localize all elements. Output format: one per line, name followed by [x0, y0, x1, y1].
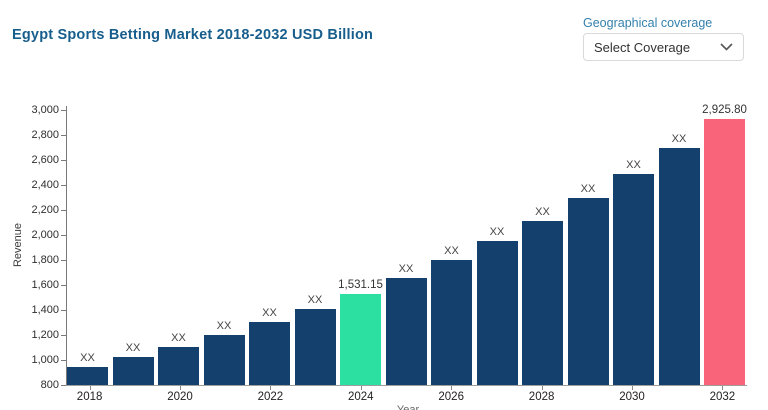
- y-tick-label: 1,400: [31, 304, 59, 316]
- bar-value-label-2029: XX: [580, 183, 596, 196]
- bar-2022[interactable]: [249, 322, 290, 385]
- x-tick-mark: [89, 386, 91, 390]
- y-tick-label: 2,400: [31, 179, 59, 191]
- bar-column-2022: XX: [249, 110, 290, 385]
- bar-value-label-2018: XX: [80, 352, 95, 365]
- bar-value-label-2023: XX: [307, 293, 323, 306]
- x-tick-label: 2032: [709, 391, 736, 403]
- y-axis-line: [66, 106, 67, 386]
- bar-column-2026: XX: [431, 110, 472, 385]
- bar-value-label-2021: XX: [216, 319, 232, 332]
- bar-2018[interactable]: [67, 367, 108, 385]
- bar-value-label-2019: XX: [125, 342, 141, 355]
- bar-column-2019: XX: [112, 110, 154, 385]
- bar-2023[interactable]: [294, 308, 336, 385]
- bar-column-2021: XX: [203, 110, 245, 385]
- bar-2020[interactable]: [158, 346, 199, 385]
- y-tick-label: 800: [40, 379, 59, 391]
- bar-2029[interactable]: [567, 198, 609, 385]
- x-tick-label: 2030: [619, 391, 645, 403]
- x-axis-line: [66, 385, 747, 386]
- bar-column-2030: XX: [613, 110, 654, 385]
- x-tick-mark: [360, 386, 362, 390]
- chart-title: Egypt Sports Betting Market 2018-2032 US…: [12, 27, 374, 43]
- y-tick-mark: [61, 110, 66, 111]
- coverage-label: Geographical coverage: [583, 16, 713, 30]
- y-tick-label: 1,800: [31, 254, 59, 266]
- bar-column-2018: XX: [67, 110, 108, 385]
- coverage-selected-value: Select Coverage: [594, 39, 691, 55]
- bar-2024[interactable]: [340, 293, 381, 385]
- y-tick-mark: [61, 160, 66, 161]
- y-tick-mark: [61, 135, 66, 136]
- y-tick-mark: [61, 335, 66, 336]
- bar-2028[interactable]: [522, 220, 563, 385]
- bar-column-2029: XX: [567, 110, 609, 385]
- x-tick-mark: [632, 386, 633, 390]
- y-tick-mark: [61, 310, 66, 311]
- bar-2026[interactable]: [431, 260, 472, 385]
- bar-value-label-2022: XX: [262, 307, 277, 320]
- x-tick-label: 2024: [348, 391, 374, 403]
- bar-column-2023: XX: [294, 110, 336, 385]
- bar-2030[interactable]: [613, 174, 654, 385]
- bar-2031[interactable]: [658, 147, 700, 385]
- bar-value-label-2024: 1,531.15: [338, 278, 383, 291]
- bar-2019[interactable]: [112, 357, 154, 385]
- y-axis-title: Revenue: [12, 222, 24, 268]
- y-tick-label: 2,000: [31, 229, 59, 241]
- bar-column-2025: XX: [385, 110, 427, 385]
- bar-value-label-2028: XX: [535, 205, 550, 218]
- y-tick-mark: [61, 185, 66, 186]
- bar-value-label-2032: 2,925.80: [702, 104, 747, 117]
- x-tick-label: 2026: [438, 391, 464, 403]
- x-tick-mark: [270, 386, 272, 390]
- y-tick-mark: [61, 285, 66, 286]
- y-tick-label: 1,000: [31, 354, 59, 366]
- plot-area: XX XX XX XX XX XX 1,531.15 XX XX XX XX XX XX XX 2,925.…: [67, 104, 747, 385]
- x-tick-label: 2028: [528, 391, 555, 403]
- y-tick-mark: [61, 360, 66, 361]
- y-tick-mark: [61, 260, 66, 261]
- bar-column-2027: XX: [476, 110, 518, 385]
- y-tick-label: 1,600: [31, 279, 59, 291]
- x-tick-label: 2018: [76, 391, 103, 403]
- y-tick-mark: [61, 210, 66, 211]
- x-tick-mark: [722, 386, 724, 390]
- bar-value-label-2020: XX: [171, 331, 186, 344]
- x-tick-label: 2020: [167, 391, 193, 403]
- x-tick-mark: [541, 386, 543, 390]
- bar-column-2031: XX: [658, 110, 700, 385]
- bar-column-2020: XX: [158, 110, 199, 385]
- bar-value-label-2027: XX: [489, 226, 505, 238]
- bar-value-label-2026: XX: [444, 245, 459, 257]
- bar-column-2024: 1,531.15: [338, 110, 383, 385]
- y-tick-label: 2,600: [31, 154, 59, 166]
- y-tick-label: 2,200: [31, 204, 59, 216]
- x-tick-label: 2022: [257, 391, 284, 403]
- bar-value-label-2025: XX: [398, 262, 414, 275]
- y-tick-mark: [61, 235, 66, 236]
- y-tick-label: 1,200: [31, 329, 59, 341]
- bar-value-label-2031: XX: [671, 132, 687, 145]
- bar-2021[interactable]: [203, 334, 245, 385]
- x-tick-mark: [180, 386, 181, 390]
- bar-2025[interactable]: [385, 277, 427, 385]
- y-tick-label: 3,000: [31, 104, 59, 116]
- y-tick-mark: [61, 385, 66, 386]
- bar-column-2032: 2,925.80: [702, 104, 747, 385]
- x-tick-mark: [451, 386, 453, 390]
- y-tick-label: 2,800: [31, 129, 59, 141]
- bar-2027[interactable]: [476, 241, 518, 385]
- x-axis-title: Year: [396, 404, 420, 410]
- bar-column-2028: XX: [522, 110, 563, 385]
- bar-value-label-2030: XX: [626, 159, 641, 172]
- bar-2032[interactable]: [704, 119, 745, 385]
- chevron-down-icon: [720, 43, 733, 51]
- coverage-select[interactable]: Select Coverage: [583, 33, 744, 61]
